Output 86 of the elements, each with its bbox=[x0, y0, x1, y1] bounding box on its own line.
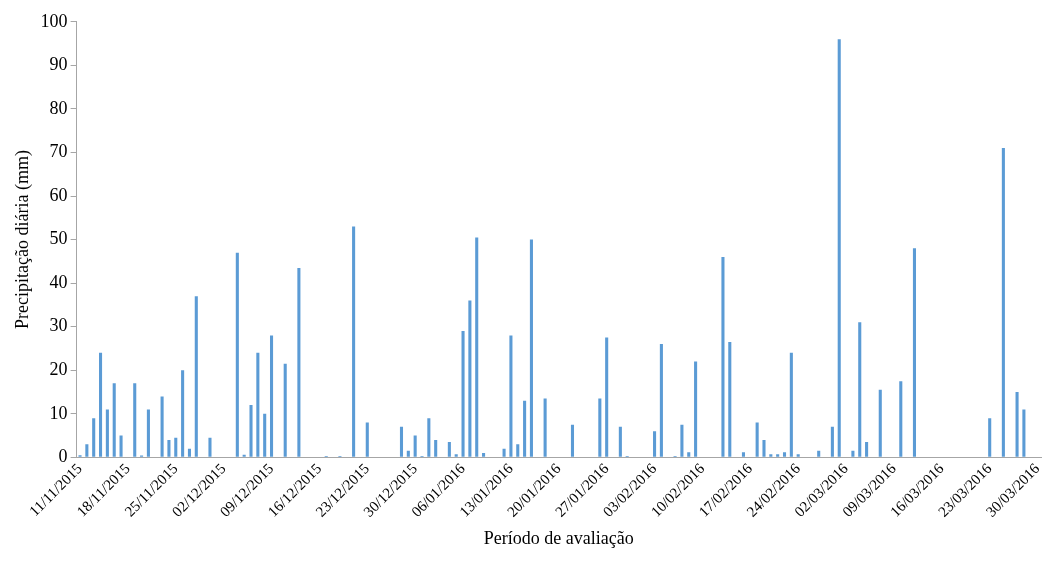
bar bbox=[762, 439, 766, 457]
bar bbox=[509, 335, 513, 457]
bar bbox=[167, 439, 171, 457]
bar bbox=[365, 422, 369, 457]
bar bbox=[85, 444, 89, 457]
bar bbox=[482, 453, 486, 457]
bar bbox=[516, 444, 520, 457]
bar bbox=[181, 370, 185, 457]
bar bbox=[988, 418, 992, 457]
bar bbox=[694, 361, 698, 457]
y-tick-label: 10 bbox=[49, 402, 68, 423]
bar bbox=[454, 454, 458, 457]
bar bbox=[618, 426, 622, 457]
bar bbox=[776, 454, 780, 457]
bar bbox=[297, 267, 301, 457]
bar bbox=[680, 424, 684, 457]
bar bbox=[468, 300, 472, 457]
bar bbox=[721, 257, 725, 457]
bar bbox=[174, 437, 178, 457]
bar bbox=[899, 381, 903, 457]
bar bbox=[796, 454, 800, 457]
bar bbox=[112, 383, 116, 457]
bar bbox=[523, 400, 527, 457]
x-axis-title: Período de avaliação bbox=[483, 527, 634, 548]
bar bbox=[1022, 409, 1026, 457]
bar bbox=[119, 435, 123, 457]
bar bbox=[741, 452, 746, 457]
bar bbox=[99, 352, 103, 457]
bar bbox=[146, 409, 150, 457]
y-tick-label: 30 bbox=[49, 315, 68, 336]
bar bbox=[1001, 148, 1005, 457]
bar bbox=[413, 435, 417, 457]
bar bbox=[475, 237, 479, 457]
bar bbox=[755, 422, 759, 457]
bar bbox=[187, 448, 191, 457]
bar bbox=[399, 426, 404, 457]
bar bbox=[769, 454, 773, 457]
bar bbox=[1015, 392, 1019, 457]
bar bbox=[256, 352, 260, 457]
bar bbox=[427, 418, 431, 457]
bar bbox=[160, 396, 164, 457]
bar bbox=[605, 337, 609, 457]
bar bbox=[352, 226, 356, 457]
bar bbox=[208, 437, 212, 457]
bar bbox=[817, 450, 821, 457]
bar bbox=[92, 418, 96, 457]
bar bbox=[283, 363, 287, 457]
bar bbox=[434, 439, 438, 457]
y-tick-label: 80 bbox=[49, 97, 68, 118]
bar bbox=[865, 442, 869, 457]
bar bbox=[461, 331, 465, 457]
bar bbox=[912, 248, 916, 457]
bar bbox=[105, 409, 109, 457]
bar bbox=[858, 322, 862, 457]
bar bbox=[194, 296, 198, 457]
bar bbox=[687, 452, 691, 457]
bar bbox=[659, 344, 663, 457]
bar bbox=[133, 383, 137, 457]
y-tick-label: 40 bbox=[49, 271, 68, 292]
bar bbox=[543, 398, 547, 457]
y-tick-label: 90 bbox=[49, 54, 68, 75]
bar bbox=[830, 426, 834, 457]
bar bbox=[570, 424, 575, 457]
bar bbox=[851, 450, 855, 457]
bar bbox=[598, 398, 602, 457]
bar bbox=[406, 450, 410, 457]
bar bbox=[653, 431, 657, 457]
bar bbox=[529, 239, 533, 457]
bar bbox=[782, 452, 787, 457]
bar bbox=[878, 389, 882, 457]
bar bbox=[837, 39, 841, 457]
y-tick-label: 60 bbox=[49, 184, 68, 205]
bar bbox=[447, 442, 451, 457]
y-tick-label: 0 bbox=[58, 446, 68, 467]
y-tick-label: 20 bbox=[49, 358, 68, 379]
bar bbox=[263, 413, 267, 457]
bar bbox=[789, 352, 793, 457]
y-tick-label: 50 bbox=[49, 228, 68, 249]
y-tick-label: 70 bbox=[49, 141, 68, 162]
bar bbox=[728, 341, 732, 457]
bar bbox=[269, 335, 274, 457]
y-axis-title: Precipitação diária (mm) bbox=[11, 150, 33, 330]
y-tick-label: 100 bbox=[40, 10, 68, 31]
bar bbox=[249, 405, 253, 457]
bar bbox=[502, 448, 506, 457]
bar bbox=[235, 252, 239, 457]
